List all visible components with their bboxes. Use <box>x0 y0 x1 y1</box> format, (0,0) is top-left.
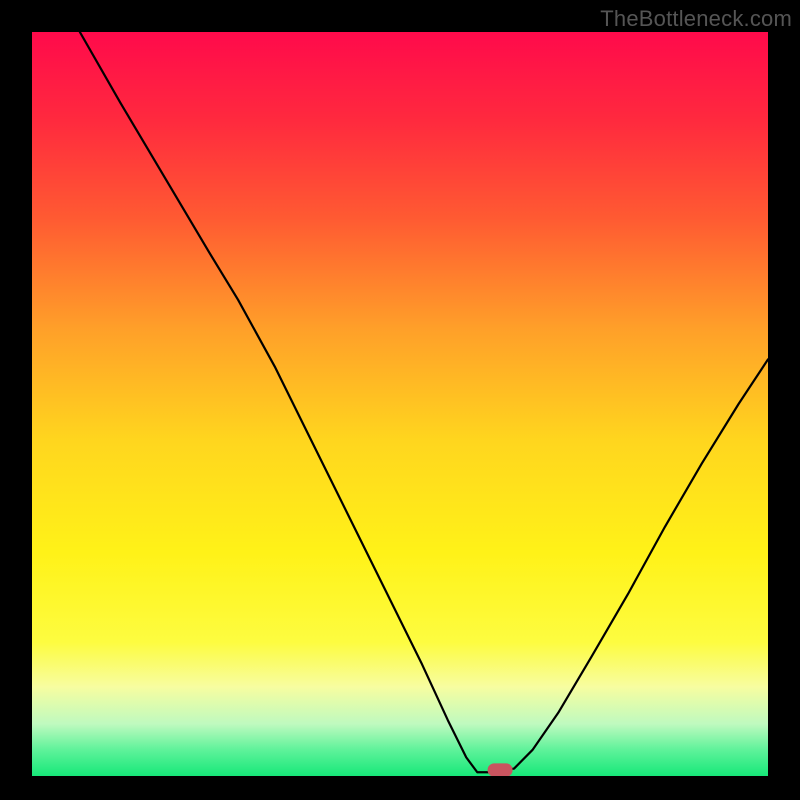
chart-background <box>32 32 768 776</box>
chart-canvas <box>32 32 768 776</box>
optimal-marker <box>488 763 513 776</box>
watermark-text: TheBottleneck.com <box>600 6 792 32</box>
bottleneck-chart <box>32 32 768 776</box>
